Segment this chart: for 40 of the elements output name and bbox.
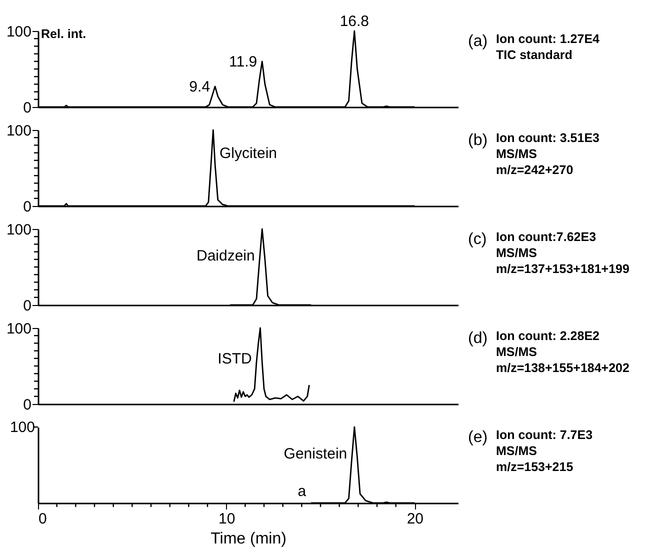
text: MS/MS: [496, 246, 537, 260]
text: MS/MS: [496, 345, 537, 359]
annotation: 16.8: [340, 13, 370, 30]
text: (e): [468, 429, 488, 446]
y-axis-title: Rel. int.: [41, 27, 86, 41]
y-tick-label: 100: [6, 122, 32, 140]
y-tick-label: 0: [23, 198, 32, 216]
text: Ion count: 1.27E4: [496, 32, 600, 46]
x-tick-label: 20: [406, 510, 424, 528]
annotation: Glycitein: [219, 144, 278, 162]
text: m/z=137+153+181+199: [496, 262, 630, 276]
text: Ion count: 2.28E2: [496, 329, 600, 343]
y-tick-label: 100: [6, 24, 32, 40]
y-tick-label: 0: [23, 298, 32, 314]
annotation: 11.9: [229, 53, 258, 70]
x-tick-label: 10: [218, 510, 236, 528]
text: (d): [468, 330, 488, 347]
annotation: 9.4: [189, 78, 210, 96]
x-tick-label: 0: [38, 510, 47, 528]
text: (b): [468, 132, 488, 149]
text: MS/MS: [496, 444, 537, 458]
annotation: a: [298, 483, 307, 500]
annotation: ISTD: [218, 350, 252, 368]
text: (a): [468, 33, 488, 50]
text: m/z=242+270: [496, 163, 574, 177]
annotation: Daidzein: [196, 248, 255, 265]
y-tick-label: 100: [6, 320, 32, 338]
text: MS/MS: [496, 147, 537, 161]
y-tick-label: 0: [23, 100, 32, 116]
x-axis-title: Time (min): [210, 530, 286, 548]
text: Ion count: 7.7E3: [496, 428, 593, 442]
text: TIC standard: [496, 48, 572, 62]
text: m/z=138+155+184+202: [496, 361, 630, 375]
text: Ion count:7.62E3: [496, 230, 596, 244]
annotation: Genistein: [284, 446, 348, 463]
text: (c): [468, 231, 487, 248]
text: m/z=153+215: [496, 460, 574, 474]
text: Ion count: 3.51E3: [496, 131, 600, 145]
y-tick-label: 100: [6, 222, 32, 238]
y-tick-label: 0: [23, 396, 32, 414]
